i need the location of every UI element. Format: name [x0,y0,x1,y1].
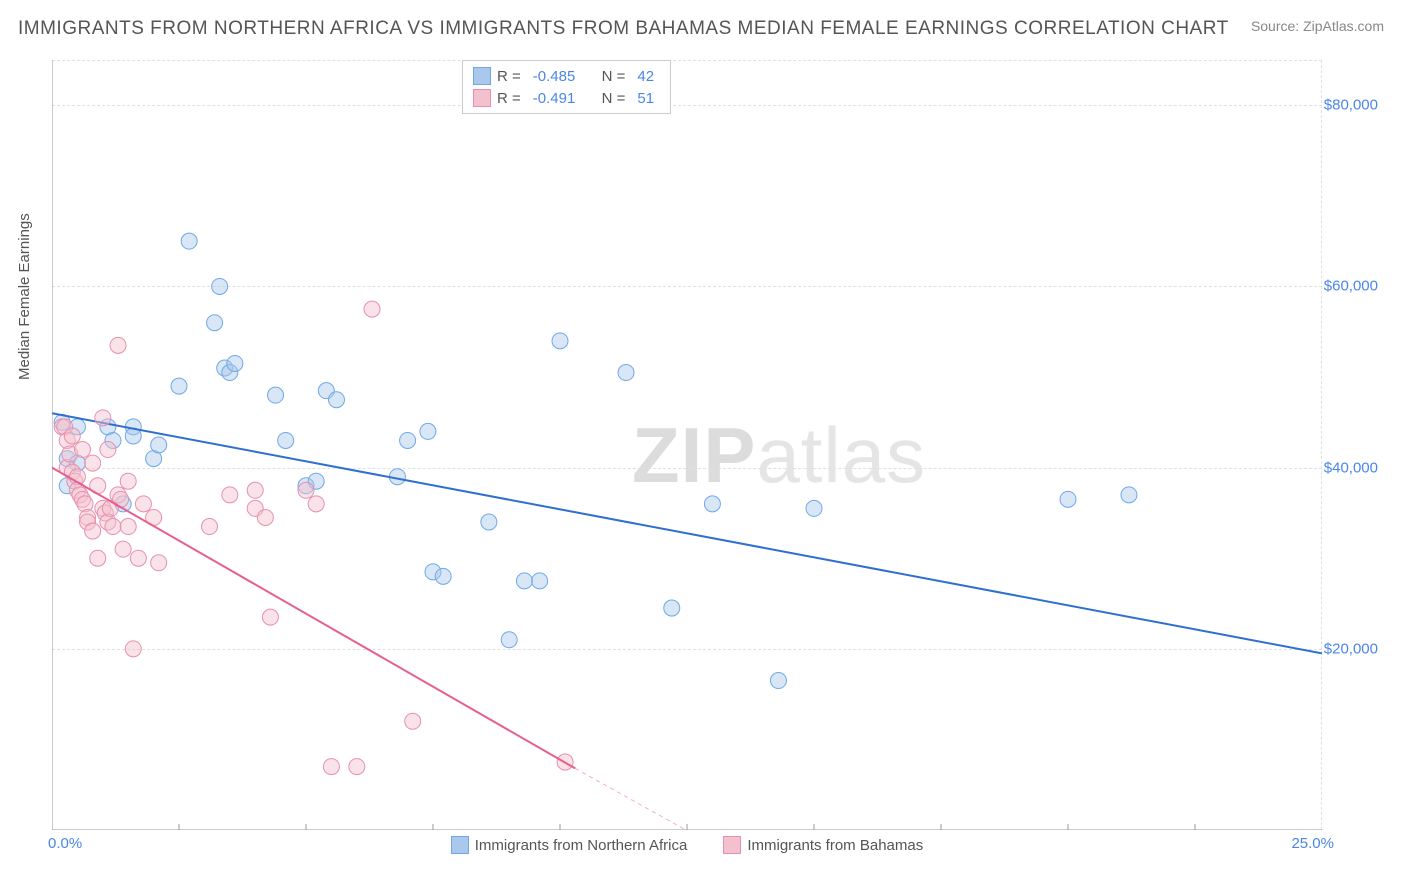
data-point [664,600,680,616]
data-point [364,301,380,317]
source-credit: Source: ZipAtlas.com [1251,18,1384,34]
data-point [257,509,273,525]
stats-legend-box: R = -0.485 N = 42 R = -0.491 N = 51 [462,60,671,114]
source-prefix: Source: [1251,18,1303,34]
data-point [85,523,101,539]
data-point [74,442,90,458]
data-point [501,632,517,648]
data-point [222,487,238,503]
data-point [171,378,187,394]
legend-item: Immigrants from Bahamas [723,836,923,854]
data-point [130,550,146,566]
data-point [105,519,121,535]
data-point [308,496,324,512]
legend-item: Immigrants from Northern Africa [451,836,688,854]
data-point [247,482,263,498]
data-point [806,500,822,516]
data-point [405,713,421,729]
legend-label: Immigrants from Bahamas [747,837,923,854]
data-point [227,355,243,371]
data-point [100,442,116,458]
regression-line-extrapolated [575,768,686,830]
chart-title: IMMIGRANTS FROM NORTHERN AFRICA VS IMMIG… [18,18,1229,40]
data-point [110,337,126,353]
data-point [1121,487,1137,503]
data-point [435,568,451,584]
chart-plot-area: ZIPatlas R =-0.485 N =42R =-0.491 N =51 … [52,60,1322,830]
data-point [181,233,197,249]
stats-row: R = -0.491 N = 51 [473,87,660,109]
data-point [262,609,278,625]
y-axis-label: Median Female Earnings [16,213,33,380]
scatter-svg [52,60,1322,830]
y-tick-label: $40,000 [1324,459,1378,476]
stats-row: R = -0.485 N = 42 [473,65,660,87]
data-point [400,432,416,448]
stat-r-label: R = [497,90,521,107]
data-point [95,410,111,426]
data-point [278,432,294,448]
regression-line [52,413,1322,653]
y-tick-label: $60,000 [1324,278,1378,295]
data-point [298,482,314,498]
stat-r-value: -0.491 [533,90,576,107]
data-point [618,365,634,381]
data-point [552,333,568,349]
stat-n-value: 42 [637,68,654,85]
y-tick-label: $80,000 [1324,97,1378,114]
data-point [151,555,167,571]
regression-line [52,468,575,769]
data-point [120,519,136,535]
stat-n-value: 51 [637,90,654,107]
data-point [704,496,720,512]
data-point [201,519,217,535]
data-point [85,455,101,471]
stat-r-label: R = [497,68,521,85]
data-point [120,473,136,489]
data-point [516,573,532,589]
data-point [268,387,284,403]
data-point [125,641,141,657]
data-point [64,428,80,444]
legend-swatch [451,836,469,854]
data-point [349,759,365,775]
bottom-legend: Immigrants from Northern Africa Immigrant… [52,836,1322,858]
data-point [770,673,786,689]
data-point [90,550,106,566]
stat-n-label: N = [602,90,626,107]
stat-n-label: N = [602,68,626,85]
data-point [420,423,436,439]
legend-swatch [723,836,741,854]
data-point [532,573,548,589]
data-point [328,392,344,408]
data-point [135,496,151,512]
data-point [151,437,167,453]
data-point [115,541,131,557]
legend-swatch [473,89,491,107]
data-point [323,759,339,775]
data-point [1060,491,1076,507]
source-link[interactable]: ZipAtlas.com [1303,18,1384,34]
data-point [212,278,228,294]
y-tick-label: $20,000 [1324,640,1378,657]
data-point [481,514,497,530]
legend-label: Immigrants from Northern Africa [475,837,688,854]
data-point [207,315,223,331]
legend-swatch [473,67,491,85]
stat-r-value: -0.485 [533,68,576,85]
